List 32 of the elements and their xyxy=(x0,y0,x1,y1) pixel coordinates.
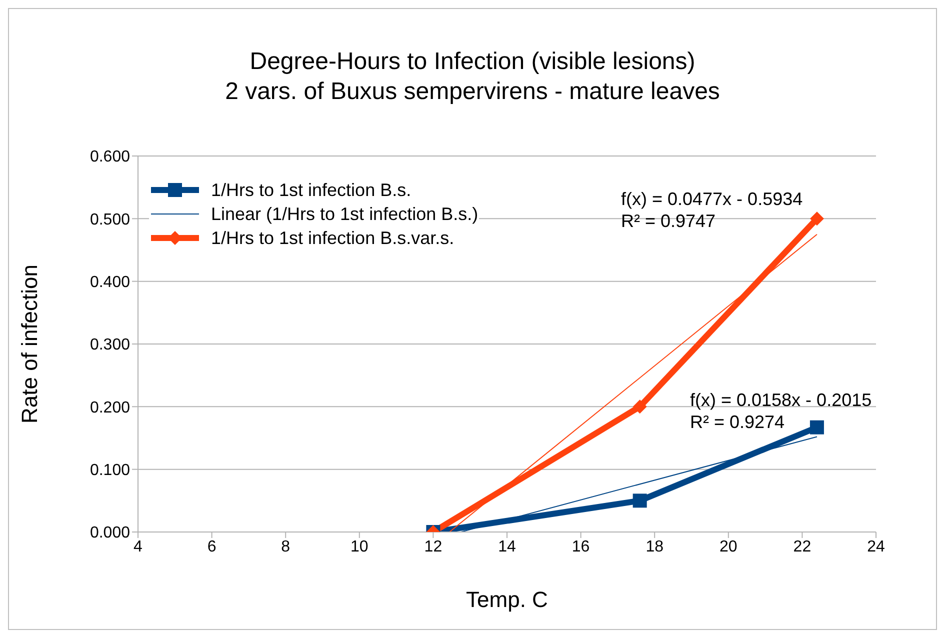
x-tick-label: 16 xyxy=(572,538,590,556)
annotation: R² = 0.9274 xyxy=(690,412,785,433)
annotation: f(x) = 0.0477x - 0.5934 xyxy=(621,189,803,210)
x-axis-title: Temp. C xyxy=(466,587,548,612)
point xyxy=(632,400,647,414)
point xyxy=(810,420,824,434)
x-tick-label: 22 xyxy=(793,538,812,556)
legend-label: 1/Hrs to 1st infection B.s.var.s. xyxy=(211,227,454,249)
y-tick-label: 0.500 xyxy=(90,211,130,228)
point xyxy=(810,212,824,226)
x-tick-label: 24 xyxy=(867,538,885,556)
x-tick-label: 18 xyxy=(646,538,664,556)
x-tick-label: 10 xyxy=(350,538,368,556)
y-tick-label: 0.200 xyxy=(90,399,130,416)
y-axis-title: Rate of infection xyxy=(16,264,42,424)
annotation: f(x) = 0.0158x - 0.2015 xyxy=(690,390,872,411)
chart-title: Degree-Hours to Infection (visible lesions) 2 vars. of Buxus sempervirens - mature leaves xyxy=(224,47,721,107)
y-tick-label: 0.100 xyxy=(90,462,130,480)
x-tick-label: 14 xyxy=(498,538,516,556)
x-tick-label: 12 xyxy=(424,538,442,556)
x-tick-label: 6 xyxy=(207,538,216,556)
y-tick-label: 0.300 xyxy=(90,336,130,354)
legend-label: Linear (1/Hrs to 1st infection B.s.) xyxy=(211,203,478,225)
y-tick-label: 0.600 xyxy=(90,148,130,166)
legend-label: 1/Hrs to 1st infection B.s. xyxy=(211,179,412,201)
x-tick-label: 4 xyxy=(134,538,143,556)
y-tick-label: 0.000 xyxy=(90,524,130,542)
point xyxy=(632,494,647,508)
x-tick-label: 8 xyxy=(281,538,290,556)
y-tick-label: 0.400 xyxy=(90,274,130,292)
annotation: R² = 0.9747 xyxy=(621,211,716,232)
x-tick-label: 20 xyxy=(720,538,738,556)
